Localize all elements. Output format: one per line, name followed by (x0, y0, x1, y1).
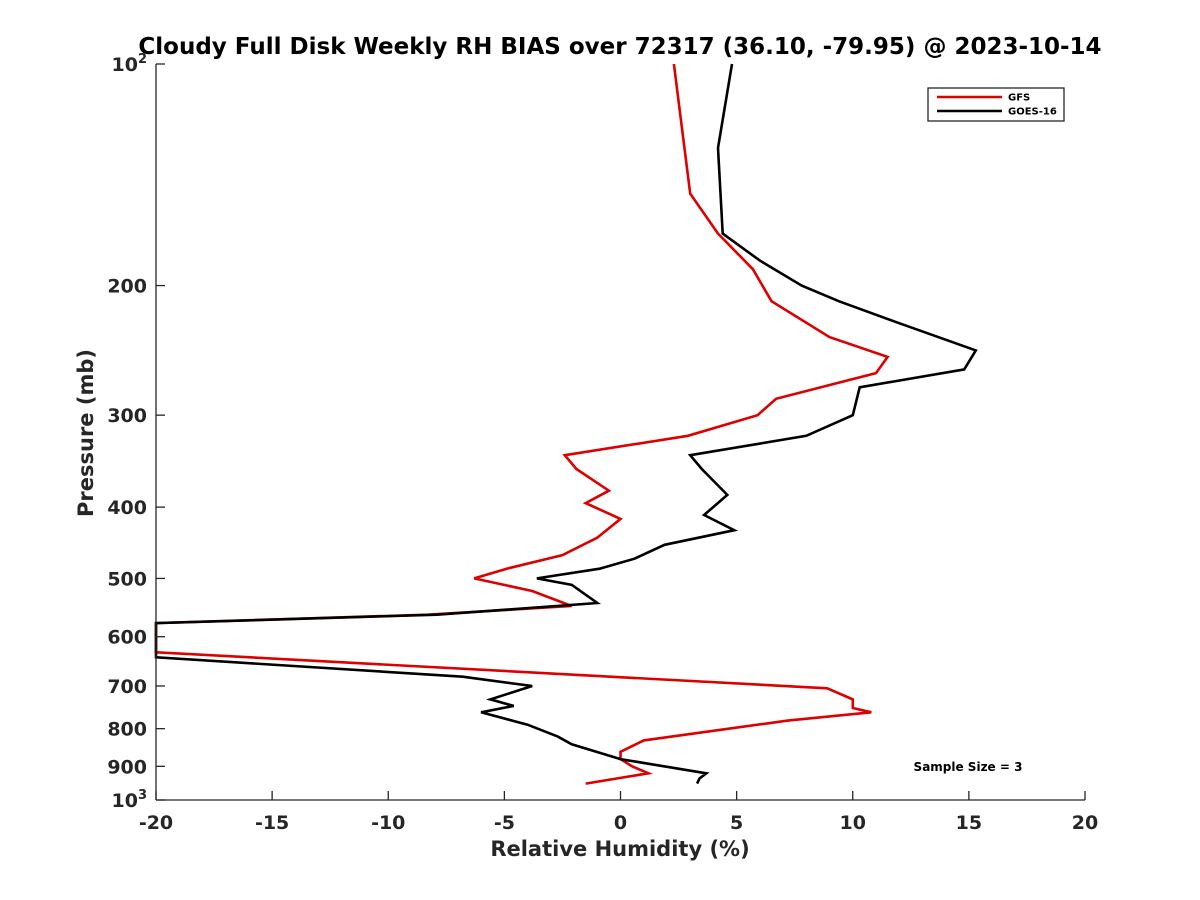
y-axis-label: Pressure (mb) (74, 349, 98, 517)
x-tick-label: 20 (1072, 812, 1098, 834)
y-tick-label: 400 (107, 497, 147, 519)
legend-entry: GFS (1008, 93, 1030, 104)
legend-box (927, 87, 1065, 122)
legend-entry: GOES-16 (1008, 107, 1057, 118)
x-tick-label: -5 (494, 812, 515, 834)
x-tick-label: 10 (840, 812, 866, 834)
x-tick-label: -20 (139, 812, 173, 834)
chart-title: Cloudy Full Disk Weekly RH BIAS over 723… (138, 34, 1101, 60)
legend: GFS GOES-16 (927, 87, 1065, 122)
sample-size-annotation: Sample Size = 3 (914, 760, 1023, 774)
y-tick-label: 300 (107, 405, 147, 427)
y-tick-label: 700 (107, 676, 147, 698)
series-layer (154, 63, 978, 785)
series-line-goes-16 (154, 63, 978, 785)
y-tick-label: 103 (112, 788, 148, 812)
x-tick-label: 0 (614, 812, 627, 834)
y-tick-label: 500 (107, 568, 147, 590)
x-tick-label: -15 (255, 812, 289, 834)
y-tick-label: 800 (107, 719, 147, 741)
x-tick-label: -10 (371, 812, 405, 834)
x-tick-label: 5 (730, 812, 743, 834)
plot-area (156, 64, 1085, 800)
y-axis-ticks: 102 200 300 400 500 600 700 800 900 103 (107, 52, 165, 812)
y-tick-label: 200 (107, 276, 147, 298)
y-tick-label: 900 (107, 756, 147, 778)
x-tick-label: 15 (956, 812, 982, 834)
series-line-gfs (154, 63, 890, 785)
y-tick-label: 600 (107, 627, 147, 649)
y-tick-label: 102 (112, 52, 148, 76)
x-axis-label: Relative Humidity (%) (490, 837, 749, 861)
plot-background (156, 64, 1085, 800)
x-axis-ticks: -20 -15 -10 -5 0 5 10 15 20 (139, 791, 1098, 834)
